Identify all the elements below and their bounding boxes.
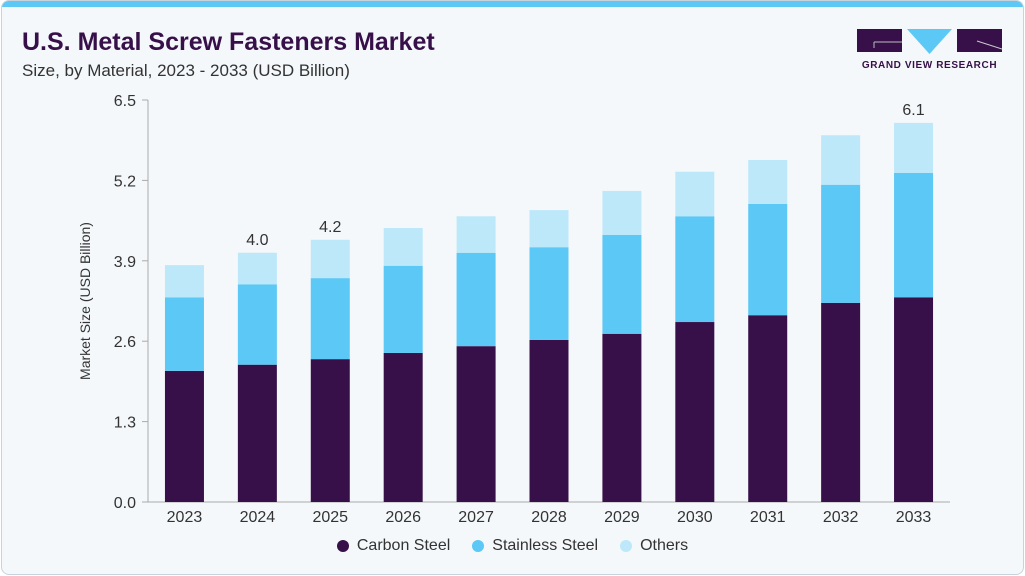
top-accent-bar xyxy=(2,1,1023,7)
bar-segment xyxy=(456,252,496,347)
bar-segment xyxy=(894,172,934,298)
legend-item: Carbon Steel xyxy=(336,537,451,555)
x-tick-label: 2023 xyxy=(167,509,203,526)
legend-item: Others xyxy=(620,537,688,555)
bar-segment xyxy=(821,184,861,303)
bar-segment xyxy=(821,302,861,502)
bar-segment xyxy=(748,159,788,204)
bar-segment xyxy=(164,297,204,371)
x-tick-label: 2025 xyxy=(312,509,348,526)
bar-segment xyxy=(748,315,788,502)
bar-segment xyxy=(602,190,642,235)
chart-subtitle: Size, by Material, 2023 - 2033 (USD Bill… xyxy=(22,61,350,80)
legend-label: Others xyxy=(640,537,689,554)
bar-segment xyxy=(237,364,277,502)
bar-segment xyxy=(310,278,350,360)
legend-dot-icon xyxy=(336,540,349,552)
data-label: 4.0 xyxy=(246,232,268,249)
bar-segment xyxy=(529,339,569,502)
bar-segment xyxy=(529,210,569,248)
x-tick-label: 2030 xyxy=(677,509,713,526)
logo-mark-icon xyxy=(857,29,1003,54)
legend-label: Stainless Steel xyxy=(492,537,599,554)
bar-segment xyxy=(456,216,496,253)
legend-label: Carbon Steel xyxy=(356,537,451,554)
legend-dot-icon xyxy=(472,540,485,552)
x-tick-label: 2028 xyxy=(531,509,567,526)
y-tick-label: 2.6 xyxy=(114,334,136,351)
bar-segment xyxy=(310,359,350,502)
bar-segment xyxy=(675,171,715,217)
y-tick-label: 5.2 xyxy=(114,173,136,190)
legend-item: Stainless Steel xyxy=(472,537,598,555)
bar-segment xyxy=(237,284,277,365)
bar-segment xyxy=(383,228,423,266)
y-axis-title: Market Size (USD Billion) xyxy=(77,222,93,380)
x-tick-label: 2024 xyxy=(240,509,276,526)
bar-segment xyxy=(894,297,934,502)
bar-segment xyxy=(310,239,350,279)
legend-dot-icon xyxy=(620,540,633,552)
x-tick-label: 2027 xyxy=(458,509,494,526)
bar-segment xyxy=(602,234,642,334)
bar-segment xyxy=(383,352,423,502)
legend: Carbon Steel Stainless Steel Others xyxy=(0,537,1025,555)
bar-segment xyxy=(675,322,715,502)
bar-segment xyxy=(164,265,204,298)
x-tick-label: 2031 xyxy=(750,509,786,526)
x-tick-label: 2032 xyxy=(823,509,859,526)
y-tick-label: 1.3 xyxy=(114,415,136,432)
bar-segment xyxy=(602,333,642,502)
chart-title: U.S. Metal Screw Fasteners Market xyxy=(22,28,435,56)
bar-segment xyxy=(675,216,715,323)
data-label: 4.2 xyxy=(319,219,341,236)
bar-segment xyxy=(821,135,861,185)
grand-view-research-logo: GRAND VIEW RESEARCH xyxy=(857,29,1003,74)
bar-segment xyxy=(894,122,934,173)
x-tick-label: 2029 xyxy=(604,509,640,526)
data-label: 6.1 xyxy=(902,102,924,119)
bar-segment xyxy=(383,265,423,353)
x-tick-label: 2026 xyxy=(385,509,421,526)
bar-segment xyxy=(164,370,204,502)
bar-segment xyxy=(529,247,569,340)
bar-segment xyxy=(456,346,496,502)
logo-text: GRAND VIEW RESEARCH xyxy=(861,60,998,71)
y-tick-label: 3.9 xyxy=(114,254,136,271)
bar-segment xyxy=(237,252,277,285)
bar-segment xyxy=(748,203,788,316)
y-tick-label: 0.0 xyxy=(114,495,136,512)
y-tick-label: 6.5 xyxy=(114,93,136,110)
x-tick-label: 2033 xyxy=(896,509,932,526)
